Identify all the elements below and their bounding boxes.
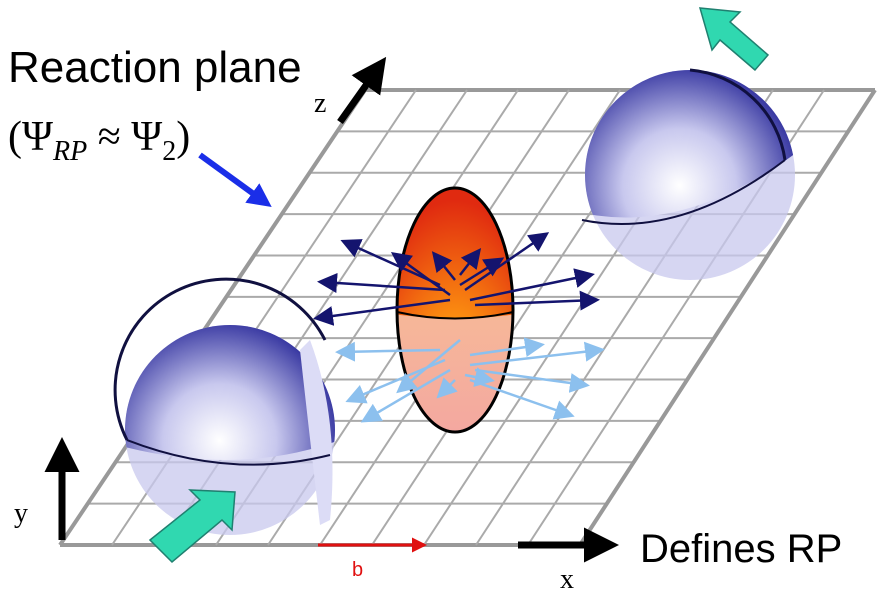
formula-part: ) bbox=[176, 114, 190, 160]
b-label: b bbox=[352, 559, 363, 581]
x-label: x bbox=[560, 564, 574, 594]
formula-part: ≈ Ψ bbox=[87, 114, 162, 160]
formula-subscript: RP bbox=[52, 136, 87, 167]
formula: (ΨRP ≈ Ψ2) bbox=[8, 114, 190, 167]
beam-arrow bbox=[700, 8, 768, 70]
pointer-arrow bbox=[200, 155, 262, 200]
y-label: y bbox=[14, 498, 28, 529]
formula-subscript: 2 bbox=[162, 136, 176, 167]
formula-part: (Ψ bbox=[8, 114, 53, 160]
title: Reaction plane bbox=[8, 43, 302, 92]
overlap-region bbox=[397, 188, 513, 432]
z-label: z bbox=[314, 88, 326, 119]
diagram: Reaction plane (ΨRP ≈ Ψ2) z y x b Define… bbox=[0, 0, 883, 594]
right-nucleus bbox=[582, 70, 795, 280]
z-axis bbox=[340, 74, 374, 122]
note: Defines RP bbox=[640, 527, 842, 571]
